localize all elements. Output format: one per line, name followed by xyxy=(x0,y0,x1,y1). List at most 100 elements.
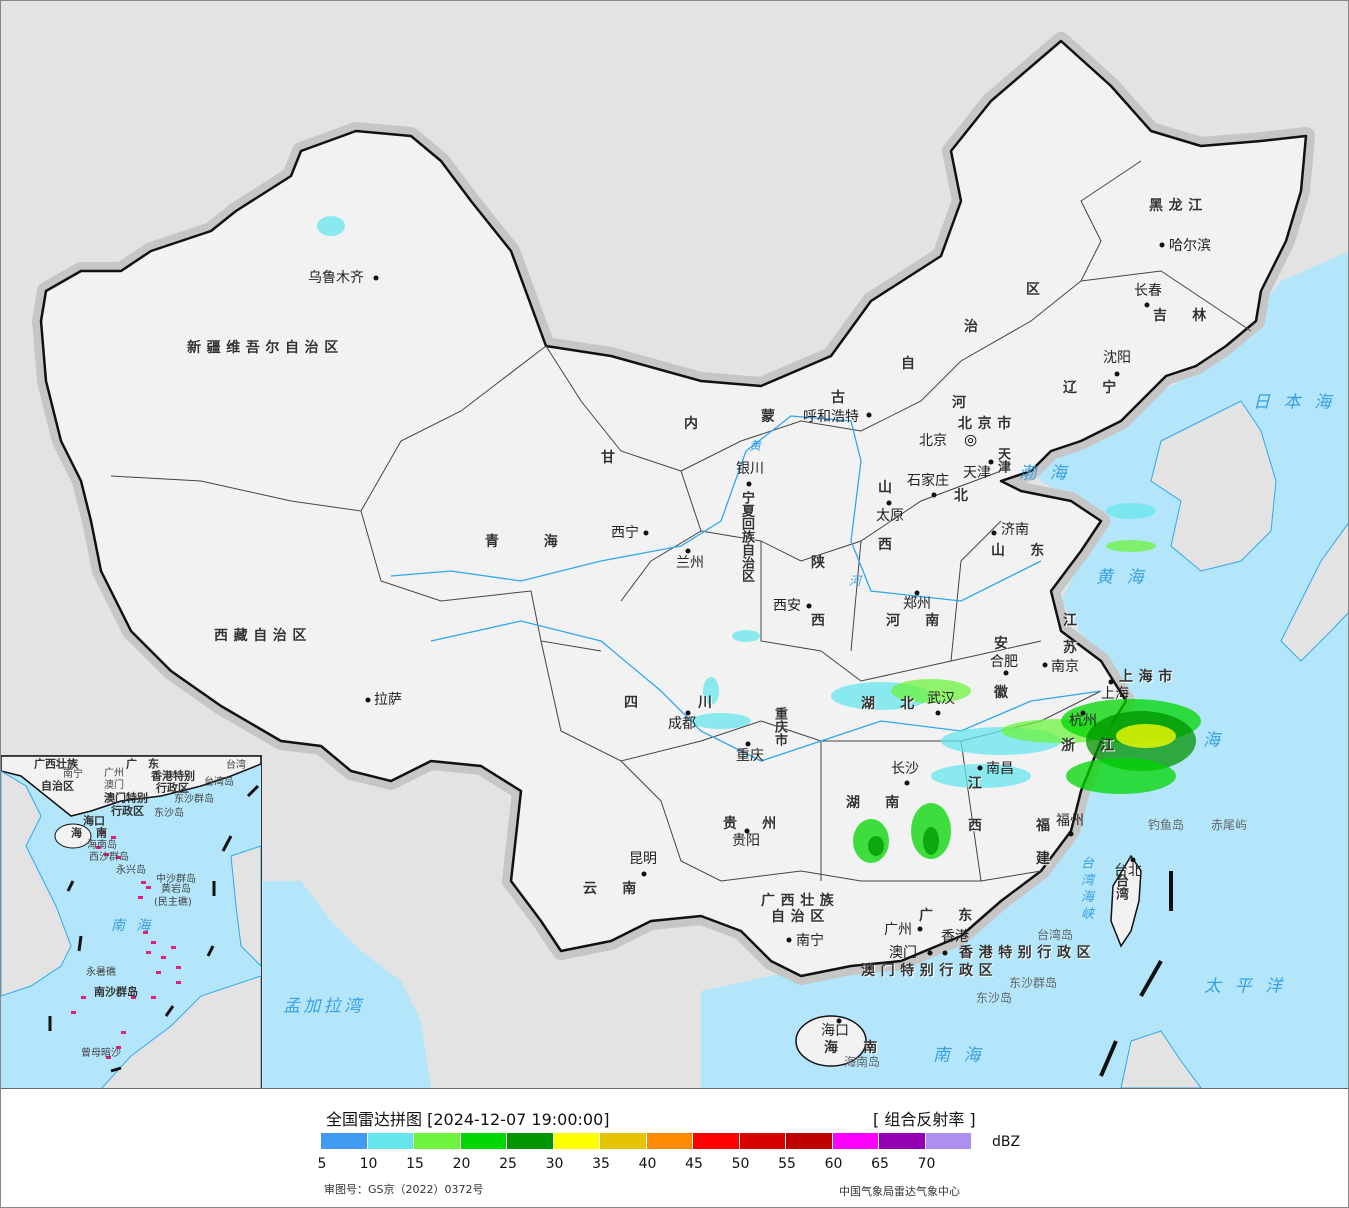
colorbar-tick-label: 70 xyxy=(917,1156,936,1172)
province-label: 治 xyxy=(964,319,984,335)
island-marker xyxy=(141,881,146,884)
colorbar-segment xyxy=(367,1133,413,1149)
island-marker xyxy=(96,846,101,849)
inset-label: 行政区 xyxy=(111,804,144,818)
province-label: 区 xyxy=(1026,282,1046,298)
city-dot-icon xyxy=(866,412,872,418)
inset-label: 东沙岛 xyxy=(154,808,184,819)
province-label: 蒙 xyxy=(761,409,781,425)
inset-hainan xyxy=(54,823,92,849)
city-label: 呼和浩特 xyxy=(803,409,859,425)
island-label: 海南岛 xyxy=(844,1055,881,1069)
province-label: 北京市 xyxy=(958,416,1017,432)
city-label: 西宁 xyxy=(611,525,639,541)
maritime-boundary-dashes xyxy=(1099,871,1173,1077)
colorbar-tick-label: 35 xyxy=(592,1156,610,1172)
island-marker xyxy=(176,981,181,984)
sea-bay-of-bengal xyxy=(263,881,431,1088)
province-label: 天津 xyxy=(995,447,1010,473)
city-label: 南京 xyxy=(1051,659,1079,675)
province-label: 北 xyxy=(954,488,974,504)
radar-echo xyxy=(1106,503,1156,519)
province-label: 川 xyxy=(698,695,718,711)
city-dot-icon xyxy=(745,741,751,747)
island-label: 钓鱼岛 xyxy=(1148,818,1185,832)
city-label: 长春 xyxy=(1134,283,1162,299)
inset-label: 南宁 xyxy=(63,769,83,780)
city-label: 天津 xyxy=(963,465,991,481)
province-label: 河 xyxy=(952,395,972,411)
city-label: 银川 xyxy=(736,461,764,477)
island-marker xyxy=(116,1046,121,1049)
radar-echo xyxy=(868,836,884,856)
taiwan-island xyxy=(1110,854,1142,948)
inset-label: (民主礁) xyxy=(154,897,192,908)
colorbar-tick-label: 50 xyxy=(731,1156,750,1172)
city-label: 郑州 xyxy=(903,596,931,612)
radar-echo xyxy=(891,679,971,703)
province-label: 青 海 xyxy=(485,534,564,550)
province-label: 澳门特别行政区 xyxy=(861,963,999,979)
colorbar-tick-label: 65 xyxy=(871,1156,889,1172)
legend-title: 全国雷达拼图 [2024-12-07 19:00:00] xyxy=(326,1110,610,1129)
island-marker xyxy=(151,996,156,999)
city-dot-icon xyxy=(1144,302,1150,308)
inset-label: 曾母暗沙 xyxy=(81,1048,121,1059)
city-label: 重庆 xyxy=(736,748,764,764)
inset-label: 永暑礁 xyxy=(86,967,116,978)
province-label: 河 南 xyxy=(886,613,945,629)
sea-label: 河 xyxy=(849,574,871,588)
sea-label: 孟加拉湾 xyxy=(283,996,365,1017)
product-name: [ 组合反射率 ] xyxy=(873,1110,976,1129)
inset-label: 南沙群岛 xyxy=(94,985,138,999)
city-dot-icon xyxy=(365,697,371,703)
inset-graphics xyxy=(1,756,261,1088)
city-label: 广州 xyxy=(884,922,912,938)
province-label: 西 xyxy=(968,818,988,834)
radar-echo xyxy=(691,713,751,729)
city-label: 兰州 xyxy=(676,555,704,571)
inset-sea-label: 南海 xyxy=(111,918,162,934)
colorbar-segment xyxy=(600,1133,646,1149)
city-dot-icon xyxy=(1130,857,1136,863)
province-label: 古 xyxy=(831,390,851,406)
island-label: 赤尾屿 xyxy=(1211,818,1248,832)
inset-land-philippines xyxy=(230,845,261,967)
colorbar-segment xyxy=(832,1133,878,1149)
city-dot-icon xyxy=(641,871,647,877)
inset-label: 东沙群岛 xyxy=(174,794,214,805)
province-label: 广 东 xyxy=(919,908,978,924)
island-marker xyxy=(151,941,156,944)
inset-label: 海 xyxy=(71,826,82,840)
inset-label: 广 东 xyxy=(126,757,159,771)
city-dot-icon xyxy=(1114,371,1120,377)
sea-label: 黄 xyxy=(749,439,771,453)
province-label: 新疆维吾尔自治区 xyxy=(187,340,344,356)
city-dot-icon xyxy=(931,492,937,498)
radar-echo xyxy=(1066,758,1176,794)
province-label: 辽 宁 xyxy=(1063,380,1122,396)
island-marker xyxy=(131,996,136,999)
city-label: 太原 xyxy=(876,508,904,524)
province-label: 内 xyxy=(684,416,704,432)
city-label: 南宁 xyxy=(796,933,824,949)
province-label: 贵 州 xyxy=(723,816,782,832)
sea-label: 日本海 xyxy=(1253,392,1345,413)
province-label: 江 xyxy=(1063,613,1083,629)
hainan-island xyxy=(795,1015,867,1067)
land-japan xyxy=(1280,522,1348,662)
province-label: 浙 江 xyxy=(1061,738,1120,754)
colorbar-tick-label: 55 xyxy=(778,1156,796,1172)
island-marker xyxy=(161,956,166,959)
city-label: 北京 xyxy=(919,433,947,449)
inset-label: 海南岛 xyxy=(87,840,117,851)
city-dot-icon xyxy=(927,950,933,956)
colorbar-tick-label: 60 xyxy=(824,1156,843,1172)
colorbar-segment xyxy=(507,1133,553,1149)
city-label: 西安 xyxy=(773,598,801,614)
colorbar-tick-label: 40 xyxy=(638,1156,657,1172)
island-marker xyxy=(156,971,161,974)
city-label: 昆明 xyxy=(629,851,657,867)
city-label: 哈尔滨 xyxy=(1169,238,1211,254)
radar-echo xyxy=(317,216,345,236)
